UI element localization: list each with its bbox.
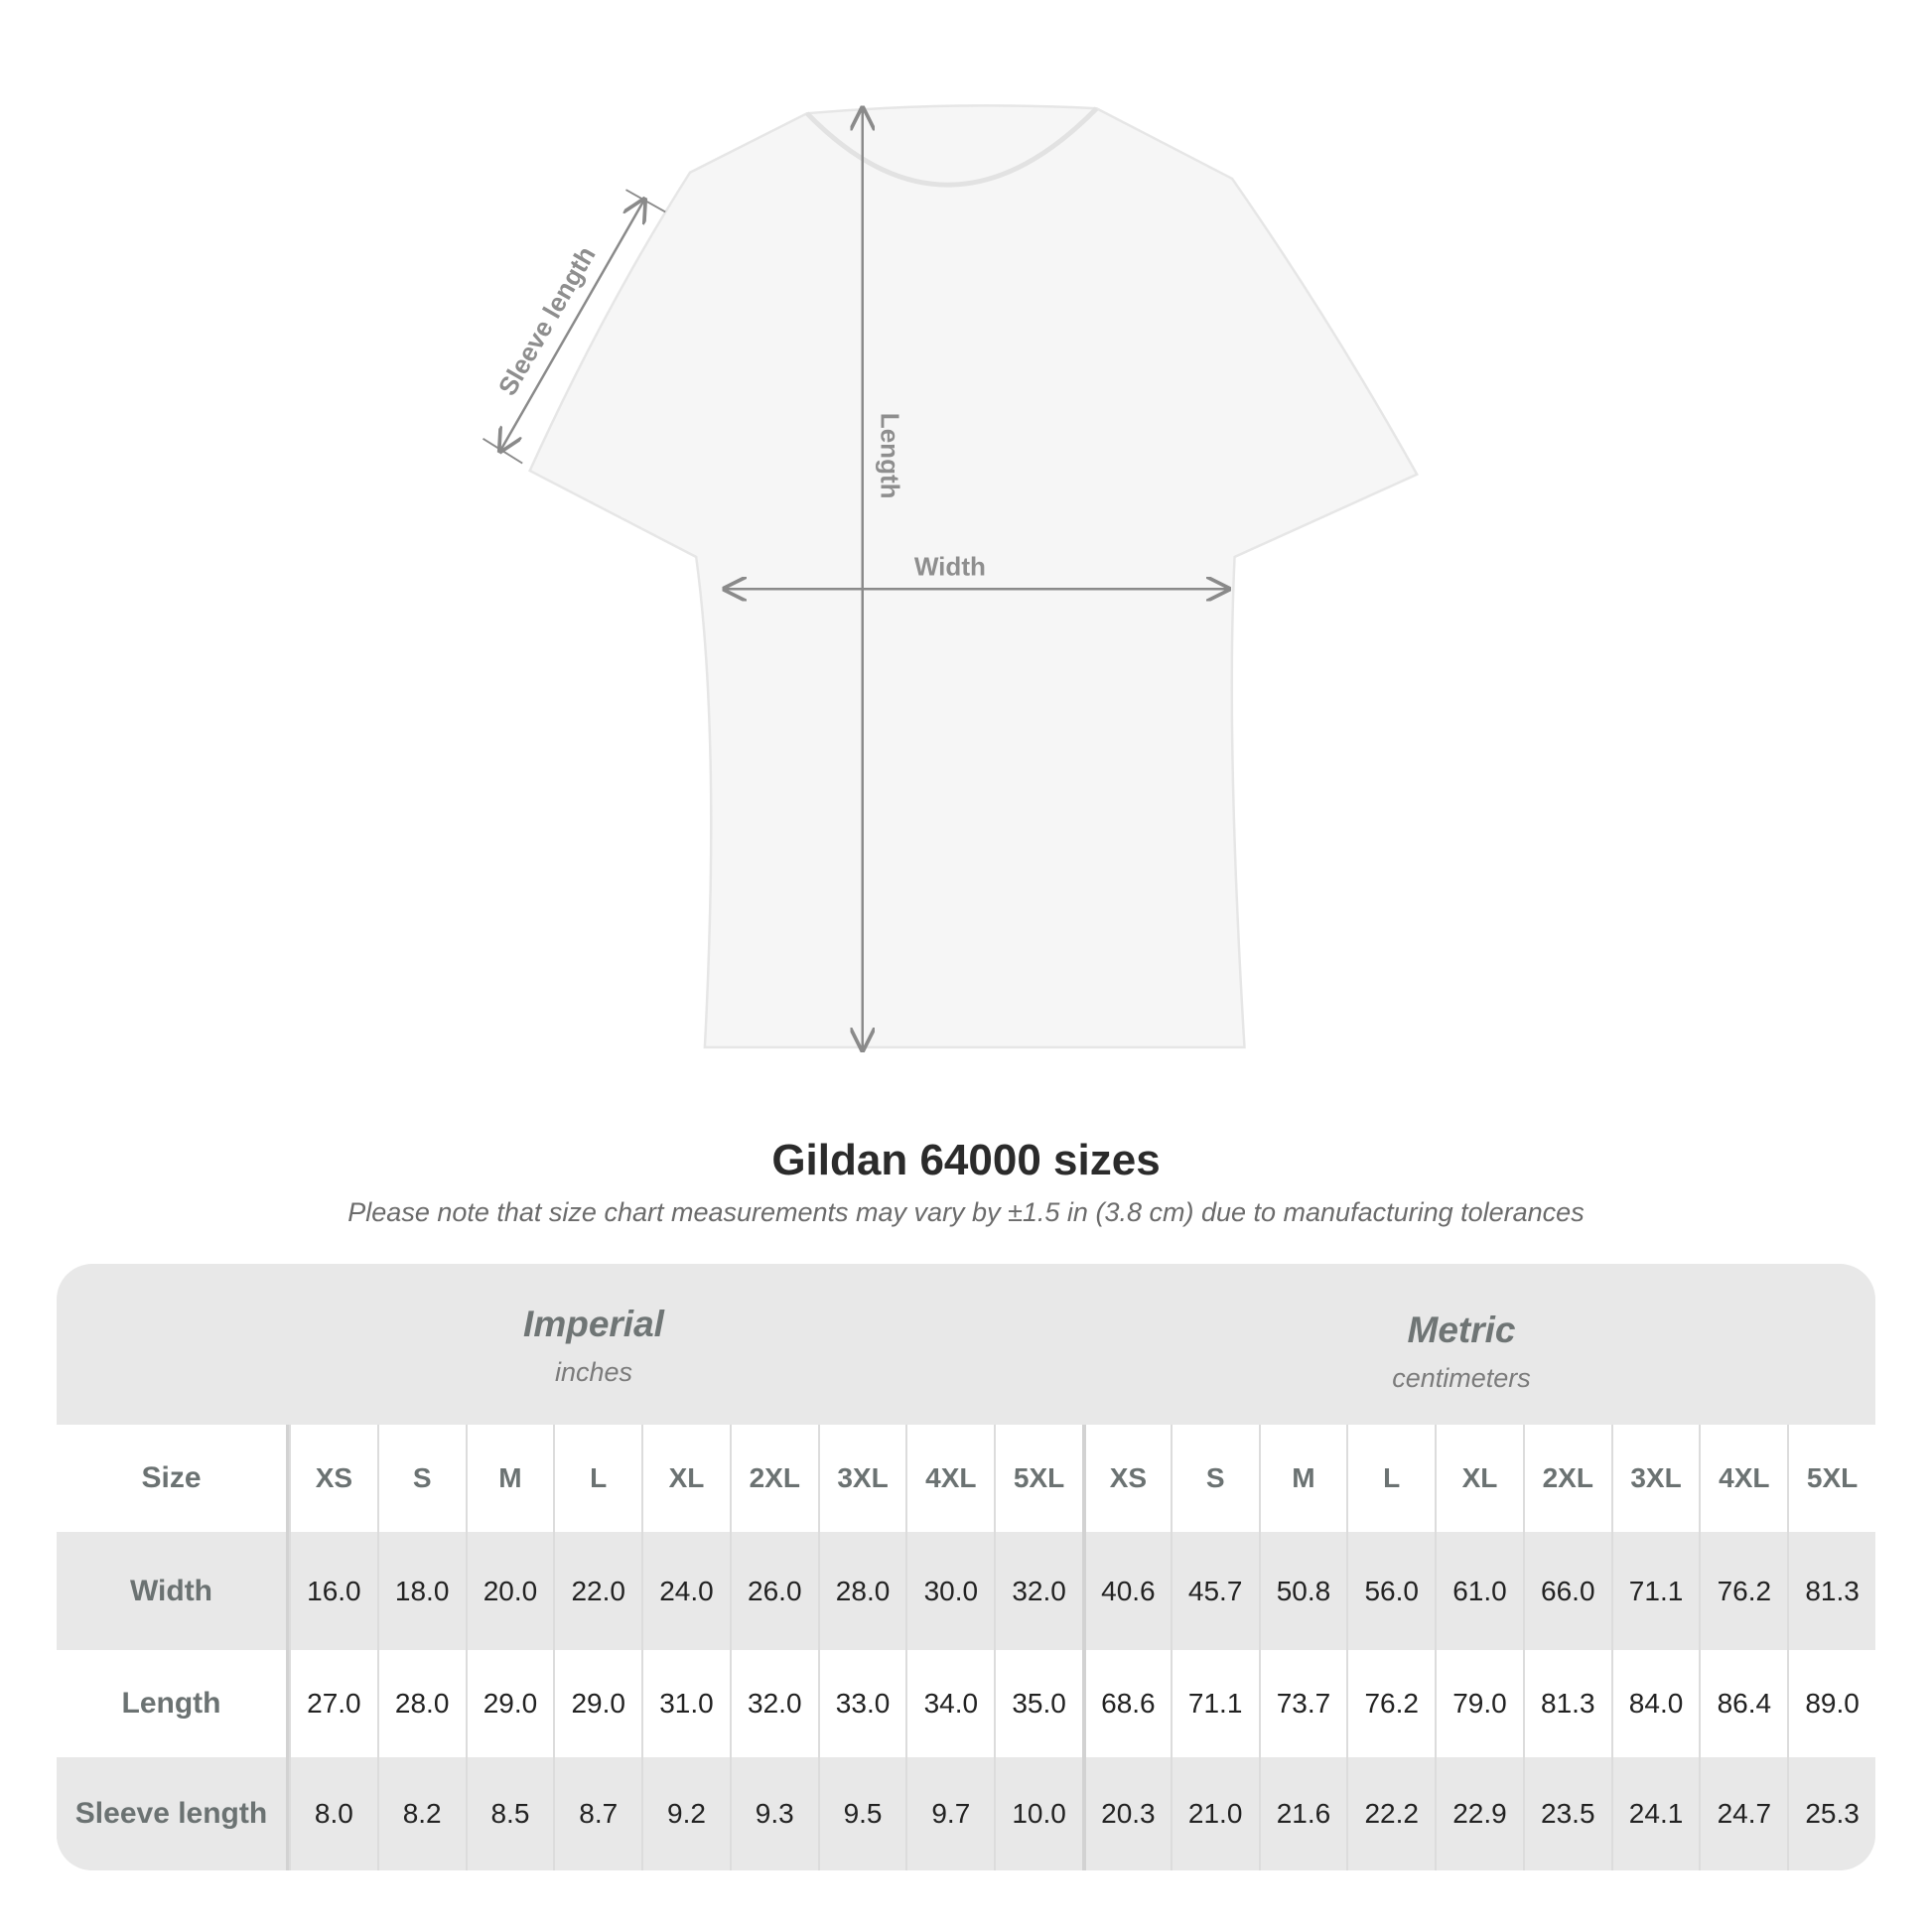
metric-value-cell: 89.0 <box>1787 1650 1875 1757</box>
imperial-value-cell: 27.0 <box>289 1650 377 1757</box>
sleeve-arrow <box>500 200 644 451</box>
metric-value-cell: 61.0 <box>1435 1532 1523 1650</box>
metric-value-cell: 56.0 <box>1346 1532 1436 1650</box>
metric-value-cell: 68.6 <box>1082 1650 1171 1757</box>
imperial-value-cell: 28.0 <box>376 1650 466 1757</box>
metric-value-cell: 71.1 <box>1610 1532 1700 1650</box>
metric-header: Metric centimeters <box>1164 1310 1759 1394</box>
imperial-unit: inches <box>554 1357 633 1387</box>
imperial-size-header: XS <box>289 1425 377 1532</box>
imperial-value-cell: 18.0 <box>376 1532 466 1650</box>
imperial-size-header: M <box>465 1425 554 1532</box>
imperial-value-cell: 26.0 <box>729 1532 818 1650</box>
imperial-value-cell: 28.0 <box>817 1532 906 1650</box>
metric-value-cell: 22.9 <box>1435 1757 1523 1870</box>
imperial-size-header: L <box>553 1425 642 1532</box>
imperial-size-header: XL <box>641 1425 730 1532</box>
imperial-value-cell: 8.0 <box>289 1757 377 1870</box>
metric-value-cell: 86.4 <box>1699 1650 1788 1757</box>
metric-value-cell: 23.5 <box>1522 1757 1611 1870</box>
tolerance-note: Please note that size chart measurements… <box>347 1197 1585 1227</box>
metric-value-cell: 76.2 <box>1346 1650 1436 1757</box>
imperial-value-cell: 29.0 <box>553 1650 642 1757</box>
imperial-value-cell: 10.0 <box>994 1757 1082 1870</box>
metric-value-cell: 81.3 <box>1787 1532 1875 1650</box>
imperial-value-cell: 9.7 <box>905 1757 995 1870</box>
metric-value-cell: 24.7 <box>1699 1757 1788 1870</box>
imperial-value-cell: 8.5 <box>465 1757 554 1870</box>
imperial-value-cell: 9.3 <box>729 1757 818 1870</box>
imperial-value-cell: 24.0 <box>641 1532 730 1650</box>
metric-value-cell: 45.7 <box>1170 1532 1259 1650</box>
imperial-value-cell: 35.0 <box>994 1650 1082 1757</box>
metric-size-header: 2XL <box>1522 1425 1611 1532</box>
width-label: Width <box>914 552 986 582</box>
metric-size-header: 4XL <box>1699 1425 1788 1532</box>
imperial-value-cell: 20.0 <box>465 1532 554 1650</box>
imperial-value-cell: 30.0 <box>905 1532 995 1650</box>
imperial-header: Imperial inches <box>296 1304 892 1388</box>
metric-value-cell: 24.1 <box>1610 1757 1700 1870</box>
metric-value-cell: 81.3 <box>1522 1650 1611 1757</box>
imperial-size-header: S <box>376 1425 466 1532</box>
imperial-size-header: 2XL <box>729 1425 818 1532</box>
metric-value-cell: 22.2 <box>1346 1757 1436 1870</box>
metric-size-header: 5XL <box>1787 1425 1875 1532</box>
imperial-value-cell: 33.0 <box>817 1650 906 1757</box>
metric-value-cell: 71.1 <box>1170 1650 1259 1757</box>
imperial-value-cell: 22.0 <box>553 1532 642 1650</box>
metric-size-header: S <box>1170 1425 1259 1532</box>
imperial-value-cell: 16.0 <box>289 1532 377 1650</box>
metric-unit: centimeters <box>1392 1363 1531 1393</box>
metric-value-cell: 40.6 <box>1082 1532 1171 1650</box>
metric-value-cell: 79.0 <box>1435 1650 1523 1757</box>
chart-title: Gildan 64000 sizes <box>771 1136 1161 1184</box>
imperial-value-cell: 9.2 <box>641 1757 730 1870</box>
metric-value-cell: 84.0 <box>1610 1650 1700 1757</box>
metric-size-header: XL <box>1435 1425 1523 1532</box>
imperial-title: Imperial <box>523 1304 664 1344</box>
imperial-value-cell: 8.2 <box>376 1757 466 1870</box>
size-row-label: Size <box>57 1425 289 1532</box>
row-label: Width <box>57 1532 289 1650</box>
metric-value-cell: 73.7 <box>1258 1650 1347 1757</box>
metric-value-cell: 21.0 <box>1170 1757 1259 1870</box>
imperial-value-cell: 31.0 <box>641 1650 730 1757</box>
imperial-value-cell: 9.5 <box>817 1757 906 1870</box>
row-label: Length <box>57 1650 289 1757</box>
size-table: Imperial inches Metric centimeters Size X… <box>57 1264 1875 1870</box>
imperial-value-cell: 32.0 <box>994 1532 1082 1650</box>
metric-value-cell: 50.8 <box>1258 1532 1347 1650</box>
metric-value-cell: 20.3 <box>1082 1757 1171 1870</box>
metric-size-header: 3XL <box>1610 1425 1700 1532</box>
metric-size-header: XS <box>1082 1425 1171 1532</box>
metric-value-cell: 76.2 <box>1699 1532 1788 1650</box>
imperial-size-header: 5XL <box>994 1425 1082 1532</box>
imperial-value-cell: 34.0 <box>905 1650 995 1757</box>
metric-size-header: M <box>1258 1425 1347 1532</box>
size-grid: Size XS S M L XL 2XL 3XL 4XL 5XL XS S M L XL 2XL 3XL 4XL 5… <box>57 1425 1875 1870</box>
imperial-size-header: 3XL <box>817 1425 906 1532</box>
metric-title: Metric <box>1407 1310 1516 1350</box>
imperial-value-cell: 8.7 <box>553 1757 642 1870</box>
imperial-value-cell: 29.0 <box>465 1650 554 1757</box>
imperial-size-header: 4XL <box>905 1425 995 1532</box>
metric-value-cell: 66.0 <box>1522 1532 1611 1650</box>
row-label: Sleeve length <box>57 1757 289 1870</box>
metric-value-cell: 21.6 <box>1258 1757 1347 1870</box>
imperial-value-cell: 32.0 <box>729 1650 818 1757</box>
metric-value-cell: 25.3 <box>1787 1757 1875 1870</box>
metric-size-header: L <box>1346 1425 1436 1532</box>
length-label: Length <box>875 413 904 499</box>
